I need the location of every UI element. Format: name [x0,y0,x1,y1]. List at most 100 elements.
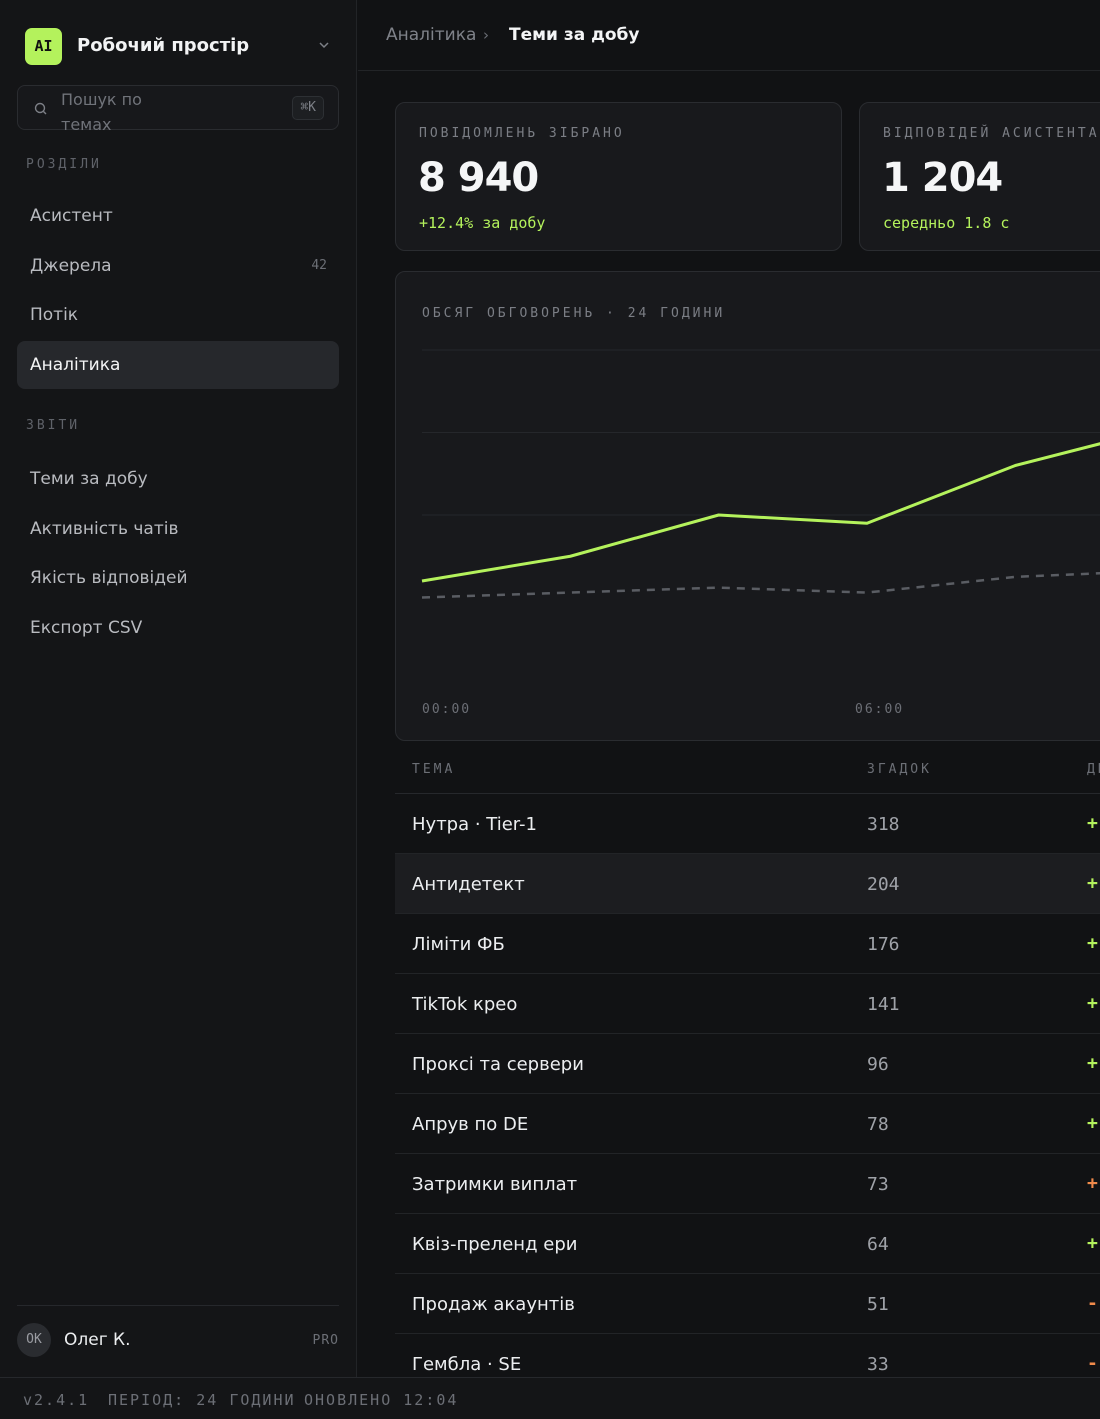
table-row[interactable]: Квіз-преленд ери 64 + [395,1214,1100,1274]
search-input[interactable]: Пошук по темах ⌘K [17,85,339,134]
user-name: Олег К. [64,1330,131,1350]
topic-name: Антидетект [412,874,525,895]
sidebar-item-label: Потік [30,305,79,325]
sidebar-item-count: 42 [311,258,327,273]
line-chart: 00:00 06:00 [421,349,1100,717]
delta-indicator: + [1087,1173,1098,1194]
mention-count: 204 [867,874,900,895]
sidebar-item-label: Асистент [30,206,113,226]
sidebar-item-label: Джерела [30,256,112,276]
delta-indicator: + [1087,1053,1098,1074]
kpi-value: 1 204 [882,155,1003,201]
topic-name: Гембла · SE [412,1354,522,1375]
kpi-value: 8 940 [418,155,539,201]
table-row[interactable]: Ліміти ФБ 176 + [395,914,1100,974]
topic-name: Ліміти ФБ [412,934,505,955]
app-version: v2.4.1 [23,1391,90,1409]
kpi-card-replies: ВІДПОВІДЕЙ АСИСТЕНТА 1 204 середньо 1.8 … [859,102,1100,251]
search-shortcut-badge: ⌘K [292,96,324,120]
section-label-reports: ЗВІТИ [26,418,81,433]
sidebar-item-stream[interactable]: Потік [17,291,339,339]
delta-indicator: + [1087,1233,1098,1254]
table-row[interactable]: Продаж акаунтів 51 - [395,1274,1100,1334]
kpi-label: ПОВІДОМЛЕНЬ ЗІБРАНО [419,126,625,141]
sidebar: AI Робочий простір Пошук по темах ⌘K РОЗ… [0,0,357,1377]
mention-count: 73 [867,1174,889,1195]
topic-name: Продаж акаунтів [412,1294,575,1315]
sidebar-item-chat-activity[interactable]: Активність чатів [17,505,339,553]
topic-name: TikTok крео [412,994,518,1015]
topic-name: Проксі та сервери [412,1054,584,1075]
table-row[interactable]: Нутра · Tier-1 318 + [395,794,1100,854]
delta-indicator: + [1087,813,1098,834]
plan-badge: PRO [312,1333,339,1348]
column-header-delta[interactable]: ДИ [1087,762,1100,777]
table-row[interactable]: Проксі та сервери 96 + [395,1034,1100,1094]
workspace-name: Робочий простір [77,35,250,56]
search-placeholder: Пошук по темах [61,90,142,134]
breadcrumb-current: Теми за добу [509,25,640,45]
topic-name: Нутра · Tier-1 [412,814,538,835]
sidebar-item-label: Якість відповідей [30,568,188,588]
delta-indicator: + [1087,873,1098,894]
sidebar-item-topics-day[interactable]: Теми за добу [17,455,339,503]
x-tick-label: 00:00 [422,702,471,717]
delta-indicator: + [1087,933,1098,954]
period-status: ПЕРІОД: 24 ГОДИНИ [108,1391,296,1409]
search-icon [34,102,47,115]
kpi-sub: +12.4% за добу [419,214,546,232]
top-bar: Аналітика › Теми за добу [358,0,1100,71]
table-row[interactable]: Апрув по DE 78 + [395,1094,1100,1154]
series-line-current [421,442,1100,583]
sidebar-item-answer-quality[interactable]: Якість відповідей [17,554,339,602]
table-header: ТЕМА ЗГАДОК ДИ [395,745,1100,794]
chevron-down-icon[interactable] [317,38,331,52]
status-bar: v2.4.1 ПЕРІОД: 24 ГОДИНИ ОНОВЛЕНО 12:04 [0,1377,1100,1419]
mention-count: 176 [867,934,900,955]
avatar: ОК [17,1323,51,1357]
delta-indicator: - [1087,1353,1098,1374]
table-row[interactable]: TikTok крео 141 + [395,974,1100,1034]
kpi-sub: середньо 1.8 с [883,214,1010,232]
mention-count: 64 [867,1234,889,1255]
chart-title: ОБСЯГ ОБГОВОРЕНЬ · 24 ГОДИНИ [422,306,726,321]
breadcrumb-parent[interactable]: Аналітика [386,25,477,45]
mention-count: 318 [867,814,900,835]
sidebar-item-label: Активність чатів [30,519,179,539]
sidebar-item-analytics[interactable]: Аналітика [17,341,339,389]
delta-indicator: + [1087,993,1098,1014]
series-line-previous [421,572,1100,599]
workspace-switcher[interactable]: AI Робочий простір [25,28,339,65]
topics-table: ТЕМА ЗГАДОК ДИ Нутра · Tier-1318+Антидет… [395,745,1100,1394]
chart-panel: ОБСЯГ ОБГОВОРЕНЬ · 24 ГОДИНИ 00:00 06:00 [395,271,1100,741]
breadcrumb-separator-icon: › [483,26,489,44]
table-row[interactable]: Затримки виплат 73 + [395,1154,1100,1214]
topic-name: Квіз-преленд ери [412,1234,578,1255]
updated-status: ОНОВЛЕНО 12:04 [304,1391,459,1409]
mention-count: 51 [867,1294,889,1315]
delta-indicator: - [1087,1293,1098,1314]
x-tick-label: 06:00 [855,702,904,717]
kpi-label: ВІДПОВІДЕЙ АСИСТЕНТА [883,126,1100,141]
sidebar-item-assistant[interactable]: Асистент [17,192,339,240]
mention-count: 141 [867,994,900,1015]
sidebar-item-label: Експорт CSV [30,618,143,638]
sidebar-item-label: Теми за добу [30,469,148,489]
table-body: Нутра · Tier-1 318 + Антидетект 204 + Ліміти Ф… [395,794,1100,1394]
column-header-mentions[interactable]: ЗГАДОК [867,762,932,777]
user-profile[interactable]: ОК Олег К. PRO [17,1305,339,1377]
topic-name: Затримки виплат [412,1174,578,1195]
workspace-logo: AI [25,28,62,65]
sidebar-item-export-csv[interactable]: Експорт CSV [17,604,339,652]
mention-count: 96 [867,1054,889,1075]
sidebar-item-sources[interactable]: Джерела 42 [17,242,339,290]
section-label-sections: РОЗДІЛИ [26,157,102,172]
mention-count: 33 [867,1354,889,1375]
topic-name: Апрув по DE [412,1114,529,1135]
column-header-topic[interactable]: ТЕМА [412,762,456,777]
kpi-card-messages: ПОВІДОМЛЕНЬ ЗІБРАНО 8 940 +12.4% за добу [395,102,842,251]
mention-count: 78 [867,1114,889,1135]
delta-indicator: + [1087,1113,1098,1134]
table-row[interactable]: Антидетект 204 + [395,854,1100,914]
sidebar-item-label: Аналітика [30,355,121,375]
